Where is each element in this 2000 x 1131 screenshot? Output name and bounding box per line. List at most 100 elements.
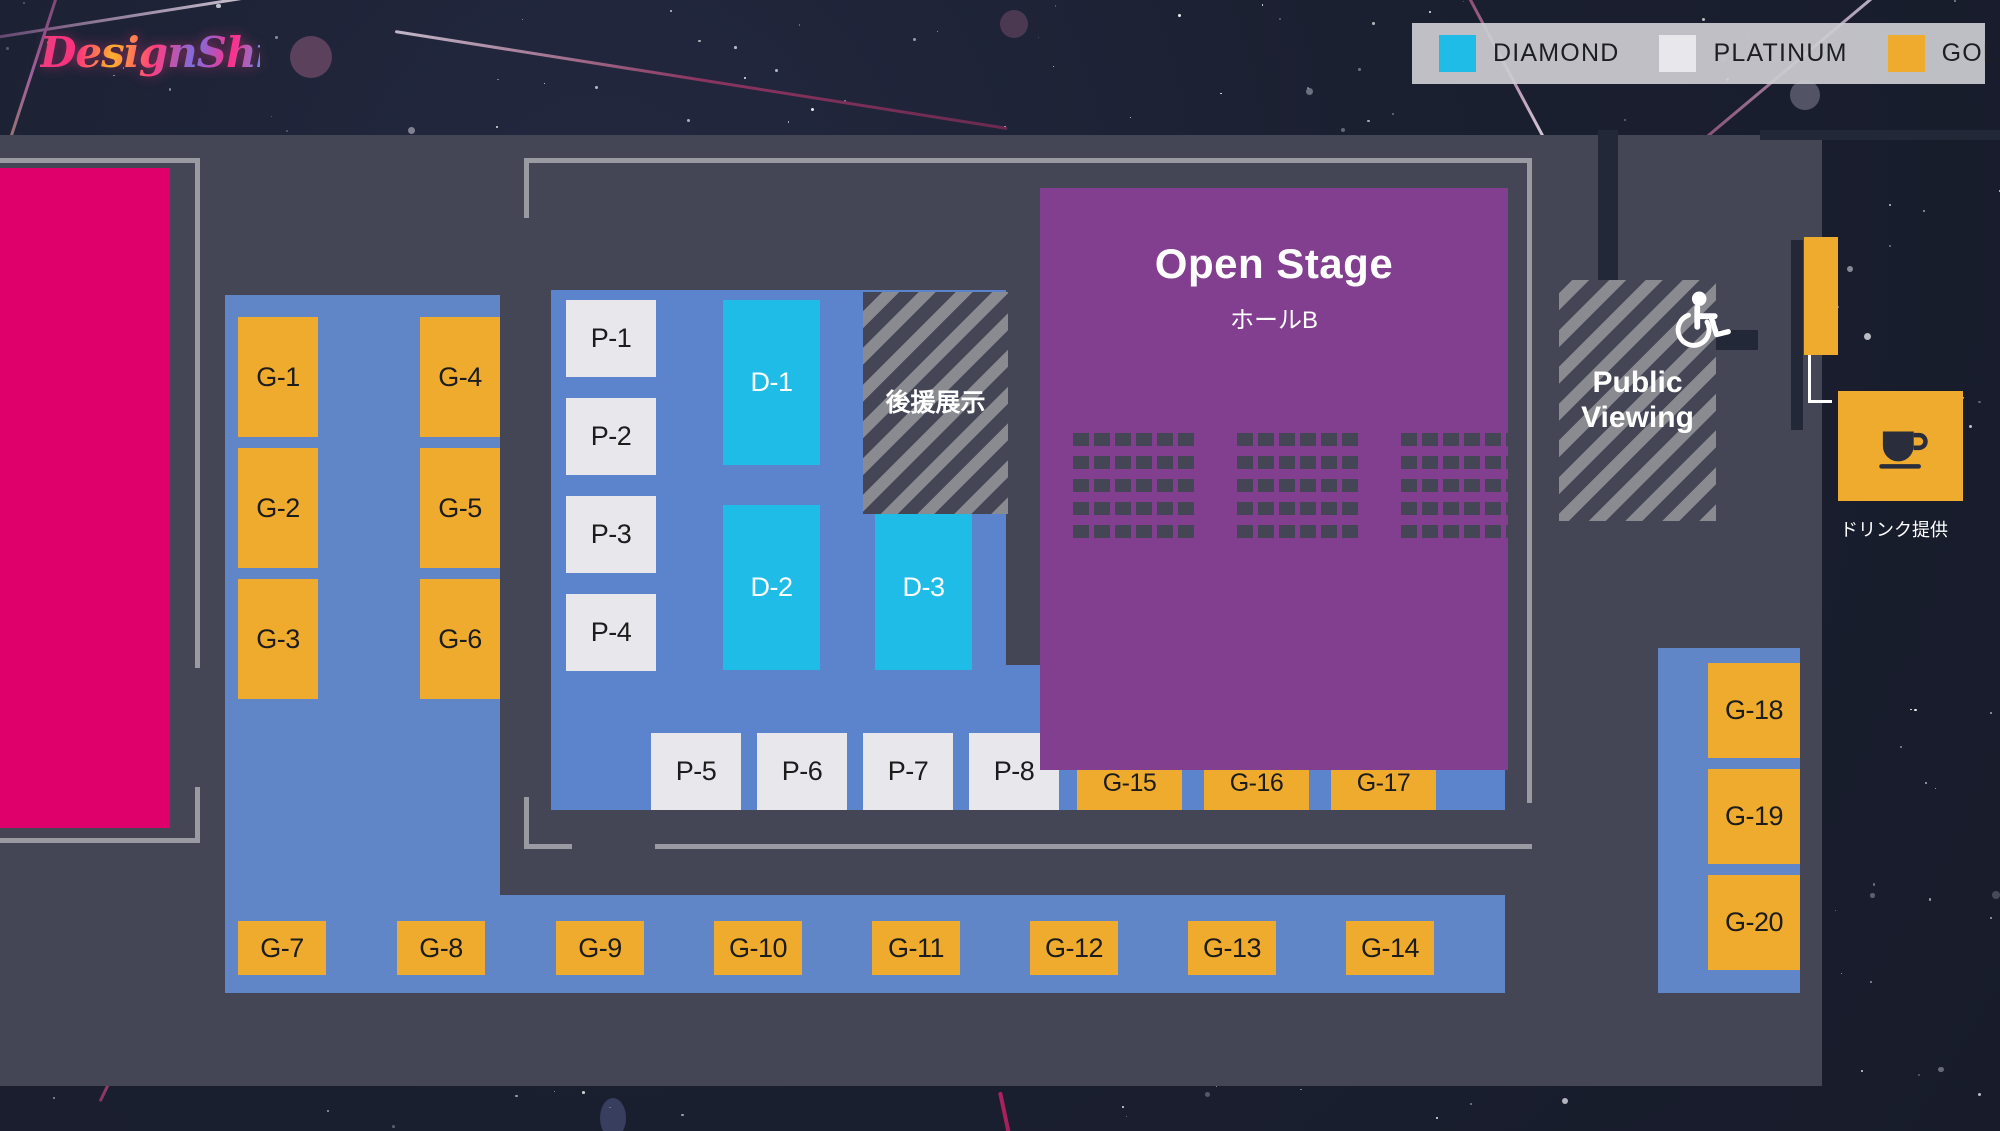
booth-G-20[interactable]: G-20 — [1708, 875, 1800, 970]
seat — [1136, 502, 1152, 515]
booth-P-7[interactable]: P-7 — [863, 733, 953, 810]
star — [1922, 209, 1926, 213]
seat — [1115, 456, 1131, 469]
star — [6, 47, 9, 51]
booth-D-1[interactable]: D-1 — [723, 300, 820, 465]
booth-G-11[interactable]: G-11 — [872, 921, 960, 975]
zone-public-viewing-label-line1: Public — [1592, 365, 1683, 399]
seat — [1628, 525, 1644, 538]
seat — [1586, 525, 1602, 538]
booth-P-6[interactable]: P-6 — [757, 733, 847, 810]
seat — [1342, 525, 1358, 538]
seat — [1485, 502, 1501, 515]
designship-logo[interactable]: DesignShip — [40, 28, 300, 100]
star — [686, 119, 690, 123]
seat — [1279, 525, 1295, 538]
seat — [1073, 456, 1089, 469]
seat — [1506, 433, 1522, 446]
seat — [1237, 502, 1253, 515]
star — [1053, 66, 1055, 68]
seat — [1565, 525, 1581, 538]
booth-G-9[interactable]: G-9 — [556, 921, 644, 975]
booth-G-7[interactable]: G-7 — [238, 921, 326, 975]
star — [1953, 0, 1956, 2]
seat — [1237, 525, 1253, 538]
booth-G-18[interactable]: G-18 — [1708, 663, 1800, 758]
booth-P-5[interactable]: P-5 — [651, 733, 741, 810]
star — [1978, 1092, 1982, 1096]
seat — [1115, 525, 1131, 538]
seat — [1464, 479, 1480, 492]
seat — [1178, 433, 1194, 446]
legend-swatch-gold — [1887, 35, 1925, 72]
seat — [1258, 502, 1274, 515]
star — [1561, 1097, 1568, 1104]
star — [913, 37, 917, 41]
seat — [1300, 433, 1316, 446]
star — [1462, 0, 1464, 2]
floor-plan: G-1 G-2 G-3 G-4 G-5 G-6 G-7 G-8 G-9 G-10… — [0, 130, 2000, 1086]
legend-swatch-platinum — [1659, 35, 1697, 72]
booth-P-4[interactable]: P-4 — [566, 594, 656, 671]
booth-P-1[interactable]: P-1 — [566, 300, 656, 377]
legend-label-diamond: DIAMOND — [1493, 39, 1620, 67]
booth-D-3[interactable]: D-3 — [875, 505, 972, 670]
seat — [1115, 479, 1131, 492]
star — [553, 1090, 555, 1092]
seat — [1258, 456, 1274, 469]
seat — [1073, 525, 1089, 538]
booth-D-2[interactable]: D-2 — [723, 505, 820, 670]
seat — [1136, 525, 1152, 538]
seat — [1485, 456, 1501, 469]
zone-drink-service[interactable] — [1838, 391, 1963, 501]
booth-G-8[interactable]: G-8 — [397, 921, 485, 975]
seat — [1506, 479, 1522, 492]
star — [798, 24, 800, 26]
seat — [1422, 502, 1438, 515]
booth-G-2[interactable]: G-2 — [238, 448, 318, 568]
seat — [1401, 502, 1417, 515]
star — [1992, 891, 2000, 899]
zone-drink-label: ドリンク提供 — [1840, 520, 1948, 540]
booth-G-10[interactable]: G-10 — [714, 921, 802, 975]
star — [1469, 1102, 1473, 1106]
booth-P-3[interactable]: P-3 — [566, 496, 656, 573]
booth-G-4[interactable]: G-4 — [420, 317, 500, 437]
star — [46, 40, 50, 44]
seat — [1464, 456, 1480, 469]
star — [543, 82, 546, 85]
seat — [1136, 479, 1152, 492]
seat — [1607, 525, 1623, 538]
star — [811, 108, 815, 111]
star — [1340, 127, 1346, 133]
star — [496, 126, 499, 128]
novelty-leader-vertical — [1808, 355, 1811, 403]
seat — [1178, 502, 1194, 515]
seat — [1422, 433, 1438, 446]
booth-G-13[interactable]: G-13 — [1188, 921, 1276, 975]
booth-P-2[interactable]: P-2 — [566, 398, 656, 475]
seat — [1237, 456, 1253, 469]
booth-G-14[interactable]: G-14 — [1346, 921, 1434, 975]
star — [774, 69, 778, 73]
booth-G-19[interactable]: G-19 — [1708, 769, 1800, 864]
star — [1372, 22, 1376, 25]
booth-G-6[interactable]: G-6 — [420, 579, 500, 699]
seat — [1321, 525, 1337, 538]
booth-G-12[interactable]: G-12 — [1030, 921, 1118, 975]
seat-block — [1073, 433, 1194, 538]
seat — [1401, 456, 1417, 469]
star — [1279, 18, 1282, 21]
seat — [1115, 502, 1131, 515]
booth-G-3[interactable]: G-3 — [238, 579, 318, 699]
nebula-dot — [600, 1098, 626, 1131]
seat — [1443, 502, 1459, 515]
seat — [1279, 502, 1295, 515]
star — [1220, 92, 1222, 95]
booth-G-1[interactable]: G-1 — [238, 317, 318, 437]
seat — [1136, 456, 1152, 469]
booth-novelty-strip[interactable] — [1804, 237, 1838, 355]
booth-G-5[interactable]: G-5 — [420, 448, 500, 568]
seat — [1342, 479, 1358, 492]
star — [698, 39, 702, 43]
